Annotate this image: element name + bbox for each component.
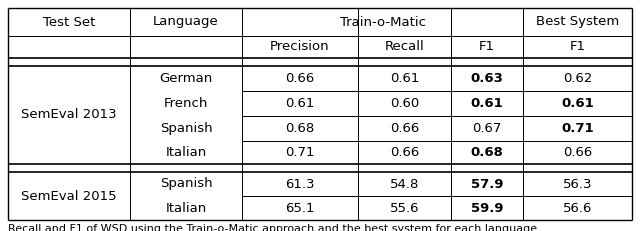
Text: Italian: Italian [165, 201, 207, 215]
Text: Recall: Recall [385, 40, 424, 54]
Text: 55.6: 55.6 [390, 201, 419, 215]
Text: 0.68: 0.68 [470, 146, 504, 159]
Text: 0.61: 0.61 [561, 97, 594, 110]
Text: Language: Language [153, 15, 219, 28]
Text: Test Set: Test Set [43, 15, 95, 28]
Text: SemEval 2015: SemEval 2015 [21, 189, 117, 203]
Text: 0.61: 0.61 [285, 97, 315, 110]
Text: F1: F1 [479, 40, 495, 54]
Text: Spanish: Spanish [160, 122, 212, 135]
Text: 0.62: 0.62 [563, 72, 592, 85]
Text: 0.67: 0.67 [472, 122, 502, 135]
Text: 0.71: 0.71 [561, 122, 594, 135]
Text: 0.66: 0.66 [285, 72, 315, 85]
Text: 65.1: 65.1 [285, 201, 315, 215]
Text: 0.66: 0.66 [563, 146, 592, 159]
Text: Spanish: Spanish [160, 177, 212, 191]
Text: Precision: Precision [270, 40, 330, 54]
Text: French: French [164, 97, 208, 110]
Text: Italian: Italian [165, 146, 207, 159]
Text: German: German [159, 72, 212, 85]
Text: 0.60: 0.60 [390, 97, 419, 110]
Text: 57.9: 57.9 [471, 177, 503, 191]
Text: 0.66: 0.66 [390, 122, 419, 135]
Text: 0.61: 0.61 [470, 97, 504, 110]
Text: 56.6: 56.6 [563, 201, 592, 215]
Text: 0.61: 0.61 [390, 72, 419, 85]
Text: 0.63: 0.63 [470, 72, 504, 85]
Text: 0.68: 0.68 [285, 122, 315, 135]
Text: 61.3: 61.3 [285, 177, 315, 191]
Text: Train-o-Matic: Train-o-Matic [339, 15, 426, 28]
Text: 56.3: 56.3 [563, 177, 592, 191]
Text: 0.66: 0.66 [390, 146, 419, 159]
Text: Recall and F1 of WSD using the Train-o-Matic approach and the best system for ea: Recall and F1 of WSD using the Train-o-M… [8, 224, 541, 231]
Text: Best System: Best System [536, 15, 619, 28]
Text: 0.71: 0.71 [285, 146, 315, 159]
Text: SemEval 2013: SemEval 2013 [21, 109, 117, 122]
Text: 59.9: 59.9 [471, 201, 503, 215]
Text: 54.8: 54.8 [390, 177, 419, 191]
Text: F1: F1 [570, 40, 586, 54]
